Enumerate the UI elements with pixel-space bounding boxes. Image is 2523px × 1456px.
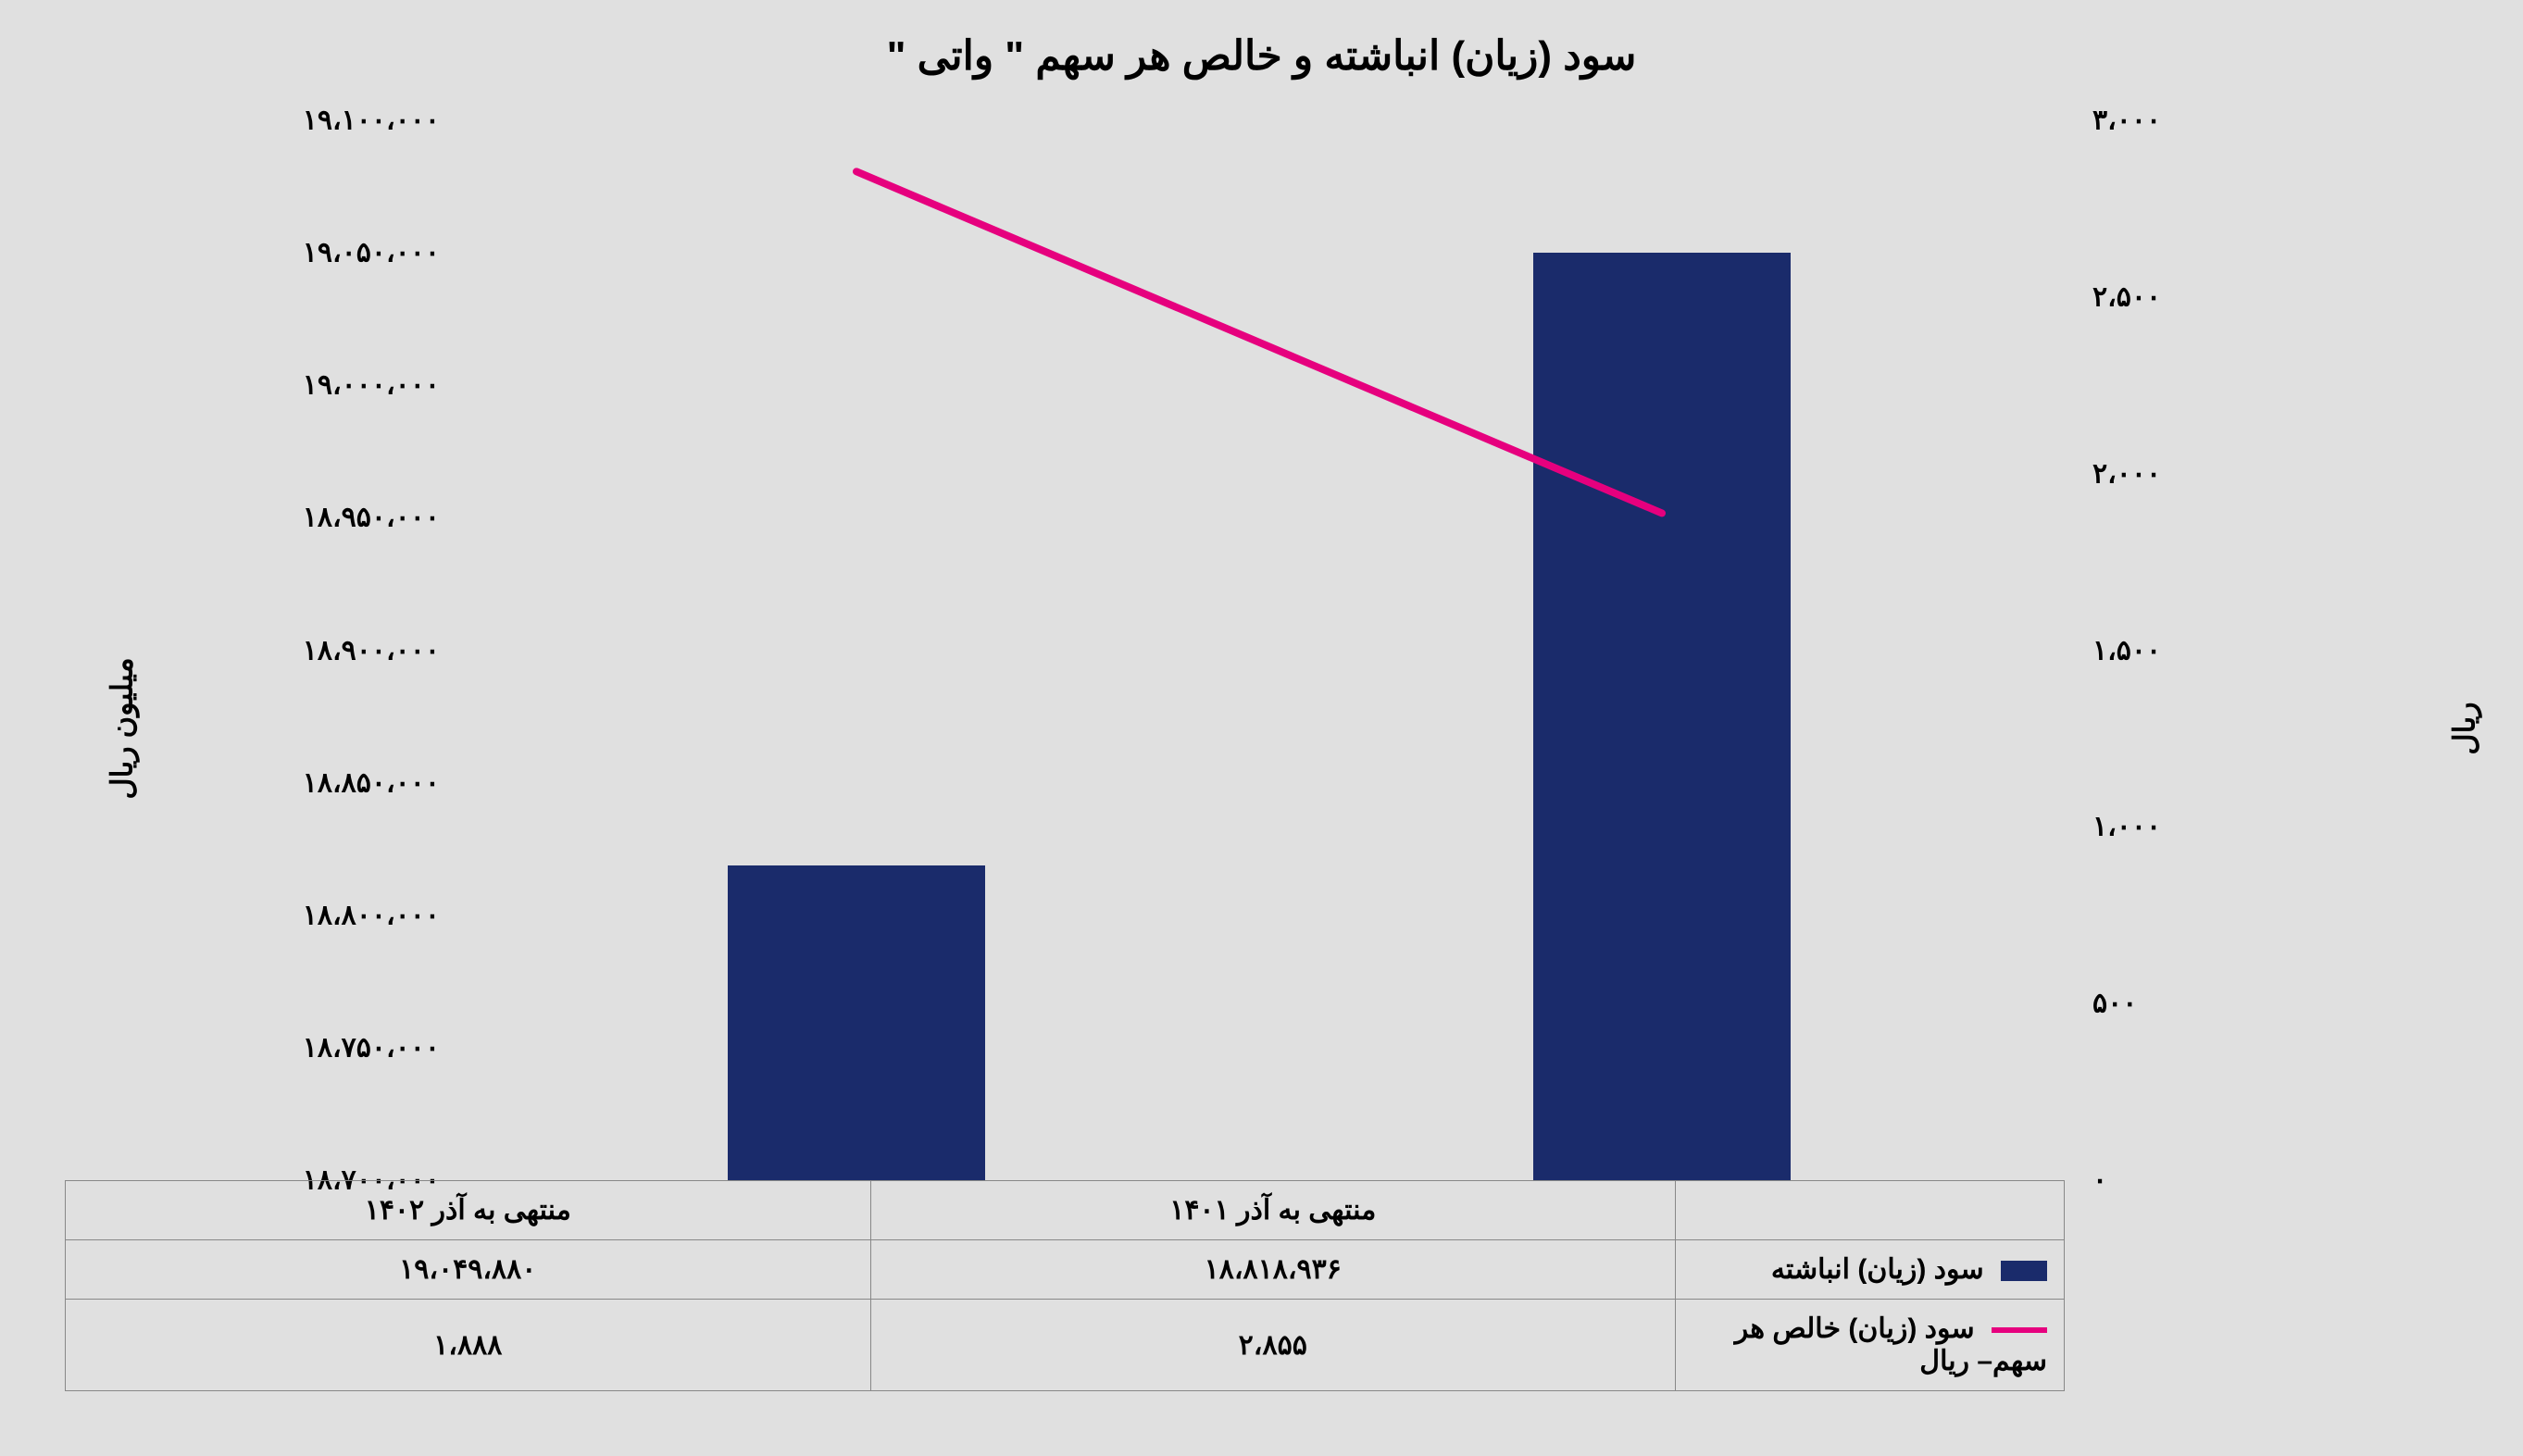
y-left-tick: ۱۹،۱۰۰،۰۰۰	[269, 105, 440, 137]
table-series-label-cell: سود (زیان) خالص هر سهم– ریال	[1676, 1300, 2065, 1391]
y-right-tick: ۲،۰۰۰	[2092, 457, 2204, 490]
y-right-tick: ۵۰۰	[2092, 988, 2204, 1020]
y-axis-right-title: ریال	[2446, 702, 2481, 754]
table-category-cell: منتهی به آذر ۱۴۰۱	[870, 1181, 1676, 1240]
chart-container: سود (زیان) انباشته و خالص هر سهم " واتی …	[0, 0, 2523, 1456]
line-series-svg	[454, 120, 2065, 1180]
y-right-tick-labels: ۰۵۰۰۱،۰۰۰۱،۵۰۰۲،۰۰۰۲،۵۰۰۳،۰۰۰	[2092, 120, 2204, 1180]
chart-title: سود (زیان) انباشته و خالص هر سهم " واتی …	[0, 32, 2523, 80]
table-value-cell: ۲،۸۵۵	[870, 1300, 1676, 1391]
y-right-tick: ۲،۵۰۰	[2092, 280, 2204, 313]
y-left-tick-labels: ۱۸،۷۰۰،۰۰۰۱۸،۷۵۰،۰۰۰۱۸،۸۰۰،۰۰۰۱۸،۸۵۰،۰۰۰…	[269, 120, 440, 1180]
line-legend-swatch	[1992, 1327, 2047, 1333]
y-left-tick: ۱۸،۷۵۰،۰۰۰	[269, 1031, 440, 1064]
table-corner-cell	[1676, 1181, 2065, 1240]
y-right-tick: ۱،۵۰۰	[2092, 634, 2204, 666]
bar	[1533, 253, 1791, 1180]
table-value-cell: ۱،۸۸۸	[66, 1300, 871, 1391]
y-right-tick: ۳،۰۰۰	[2092, 105, 2204, 137]
y-left-tick: ۱۹،۰۰۰،۰۰۰	[269, 369, 440, 402]
y-axis-left-title: میلیون ریال	[105, 657, 140, 799]
bar	[728, 865, 985, 1180]
bar-series-label: سود (زیان) انباشته	[1771, 1254, 1984, 1285]
table-series-label-cell: سود (زیان) انباشته	[1676, 1240, 2065, 1300]
y-left-tick: ۱۸،۸۵۰،۰۰۰	[269, 766, 440, 799]
table-category-cell: منتهی به آذر ۱۴۰۲	[66, 1181, 871, 1240]
line-series-label: سود (زیان) خالص هر سهم– ریال	[1735, 1313, 2047, 1376]
y-left-tick: ۱۸،۹۵۰،۰۰۰	[269, 502, 440, 534]
y-right-tick: ۱،۰۰۰	[2092, 811, 2204, 843]
table-header-row: منتهی به آذر ۱۴۰۱ منتهی به آذر ۱۴۰۲	[66, 1181, 2065, 1240]
table-row: سود (زیان) خالص هر سهم– ریال ۲،۸۵۵ ۱،۸۸۸	[66, 1300, 2065, 1391]
y-left-tick: ۱۹،۰۵۰،۰۰۰	[269, 237, 440, 269]
table-row: سود (زیان) انباشته ۱۸،۸۱۸،۹۳۶ ۱۹،۰۴۹،۸۸۰	[66, 1240, 2065, 1300]
y-left-tick: ۱۸،۸۰۰،۰۰۰	[269, 899, 440, 931]
y-right-tick: ۰	[2092, 1164, 2204, 1197]
bar-legend-swatch	[2001, 1261, 2047, 1281]
table-value-cell: ۱۹،۰۴۹،۸۸۰	[66, 1240, 871, 1300]
table-value-cell: ۱۸،۸۱۸،۹۳۶	[870, 1240, 1676, 1300]
y-left-tick: ۱۸،۹۰۰،۰۰۰	[269, 634, 440, 666]
plot-area	[454, 120, 2065, 1180]
data-table: منتهی به آذر ۱۴۰۱ منتهی به آذر ۱۴۰۲ سود …	[65, 1180, 2065, 1391]
